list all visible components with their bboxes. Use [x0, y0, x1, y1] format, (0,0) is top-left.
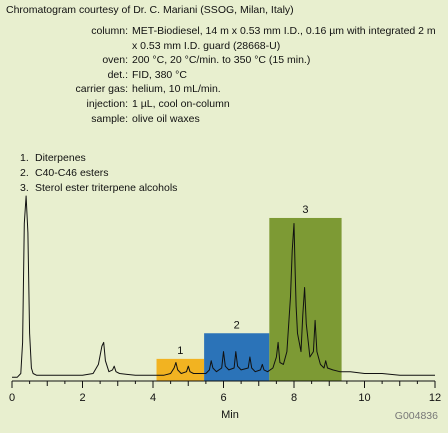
x-tick-label: 2: [79, 392, 85, 404]
peak-number: 3.: [20, 182, 29, 194]
x-tick-label: 8: [291, 392, 297, 404]
peak-region-label: 1: [177, 345, 183, 357]
peak-region-1: [156, 358, 205, 381]
peak-number: 2.: [20, 167, 29, 179]
condition-label: det.:: [107, 68, 128, 81]
conditions-table: column: MET-Biodiesel, 14 m x 0.53 mm I.…: [8, 24, 438, 126]
condition-row-column: column: MET-Biodiesel, 14 m x 0.53 mm I.…: [8, 24, 438, 53]
peak-list-item: 1. Diterpenes: [20, 151, 177, 166]
peak-list-item: 2. C40-C46 esters: [20, 166, 177, 181]
x-tick-label: 0: [9, 392, 15, 404]
peak-region-group: 1 2 3: [156, 204, 342, 381]
condition-row-detector: det.: FID, 380 °C: [8, 68, 438, 83]
peak-name: Diterpenes: [35, 152, 86, 164]
condition-row-injection: injection: 1 µL, cool on-column: [8, 97, 438, 112]
condition-row-sample: sample: olive oil waxes: [8, 112, 438, 127]
condition-value: helium, 10 mL/min.: [132, 83, 221, 96]
peak-region-label: 3: [302, 204, 308, 216]
condition-row-oven: oven: 200 °C, 20 °C/min. to 350 °C (15 m…: [8, 53, 438, 68]
x-tick-label: 4: [150, 392, 156, 404]
x-tick-label: 12: [429, 392, 441, 404]
peak-number: 1.: [20, 152, 29, 164]
condition-label: carrier gas:: [75, 83, 128, 96]
condition-label: injection:: [86, 97, 128, 110]
chromatogram-trace-group: [12, 195, 435, 378]
x-axis-label: Min: [221, 409, 239, 421]
condition-value: olive oil waxes: [132, 112, 200, 125]
condition-value: FID, 380 °C: [132, 68, 187, 81]
condition-label: oven:: [102, 54, 128, 67]
peak-name: C40-C46 esters: [35, 167, 109, 179]
chromatogram-trace: [12, 195, 435, 378]
peak-region-label: 2: [234, 319, 240, 331]
figure-code: G004836: [395, 410, 438, 422]
x-tick-label: 6: [220, 392, 226, 404]
condition-row-carrier-gas: carrier gas: helium, 10 mL/min.: [8, 82, 438, 97]
condition-value: 1 µL, cool on-column: [132, 97, 230, 110]
condition-label: sample:: [91, 112, 128, 125]
condition-label: column:: [91, 25, 128, 37]
condition-value: MET-Biodiesel, 14 m x 0.53 mm I.D., 0.16…: [132, 25, 436, 52]
courtesy-text: Chromatogram courtesy of Dr. C. Mariani …: [6, 4, 294, 16]
x-tick-label: 10: [358, 392, 370, 404]
peak-list-item: 3. Sterol ester triterpene alcohols: [20, 181, 177, 196]
peak-list: 1. Diterpenes 2. C40-C46 esters 3. Stero…: [20, 151, 177, 196]
peak-name: Sterol ester triterpene alcohols: [35, 182, 178, 194]
condition-value: 200 °C, 20 °C/min. to 350 °C (15 min.): [132, 54, 311, 67]
x-axis: 0 2 4 6 8 10 12: [9, 380, 441, 404]
